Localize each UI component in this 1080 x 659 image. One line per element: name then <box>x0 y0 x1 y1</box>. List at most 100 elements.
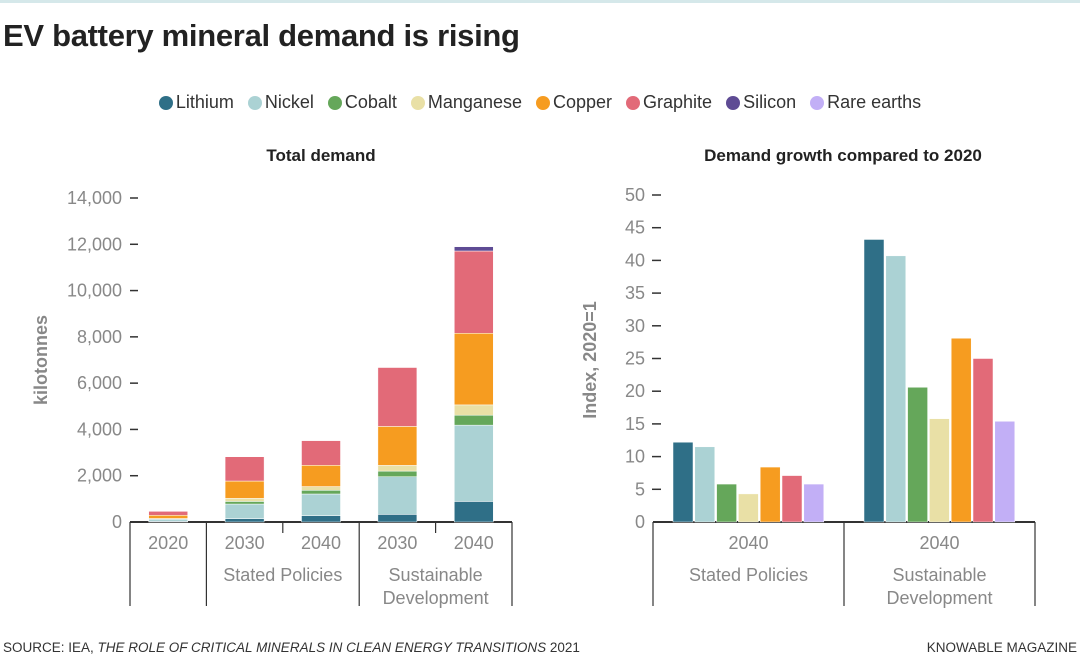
bar-segment-nickel <box>377 476 418 515</box>
bar-segment-copper <box>301 465 341 487</box>
bar-manganese <box>929 418 950 523</box>
bar-rare-earths <box>994 421 1016 523</box>
bar-graphite <box>781 475 803 523</box>
y-tick-label: 15 <box>625 414 645 434</box>
source-note: SOURCE: IEA, THE ROLE OF CRITICAL MINERA… <box>3 640 580 655</box>
bar-segment-manganese <box>224 498 265 502</box>
group-label: Sustainable <box>389 565 483 585</box>
legend-label: Lithium <box>175 92 234 112</box>
bar-segment-graphite <box>148 511 188 516</box>
legend-swatch <box>726 95 741 110</box>
bar-segment-lithium <box>377 514 418 523</box>
bar-segment-lithium <box>454 501 494 523</box>
bar-segment-graphite <box>301 440 341 466</box>
bar-segment-copper <box>377 426 418 466</box>
group-label: Sustainable <box>892 565 986 585</box>
legend-item-rare-earths: Rare earths <box>810 92 921 113</box>
legend-swatch <box>247 95 262 110</box>
legend-label: Manganese <box>427 92 522 112</box>
bar-segment-manganese <box>377 465 418 472</box>
bar-segment-copper <box>148 515 188 519</box>
source-prefix: SOURCE: IEA, <box>3 640 98 655</box>
bar-copper <box>950 337 972 523</box>
legend-swatch <box>535 95 550 110</box>
x-tick-label: 2030 <box>377 533 417 553</box>
source-title: THE ROLE OF CRITICAL MINERALS IN CLEAN E… <box>97 640 547 655</box>
chart-title: EV battery mineral demand is rising <box>3 18 520 53</box>
y-tick-label: 25 <box>625 349 645 369</box>
legend-swatch <box>158 95 173 110</box>
y-tick-label: 0 <box>635 512 645 532</box>
y-tick-label: 12,000 <box>67 234 122 254</box>
y-tick-label: 5 <box>635 479 645 499</box>
y-tick-label: 20 <box>625 381 645 401</box>
bar-copper <box>759 466 781 523</box>
y-tick-label: 10,000 <box>67 281 122 301</box>
legend-item-manganese: Manganese <box>410 92 522 113</box>
bar-segment-cobalt <box>301 490 341 495</box>
bar-segment-manganese <box>454 404 494 416</box>
legend-label: Rare earths <box>827 92 922 112</box>
legend-item-lithium: Lithium <box>158 92 234 113</box>
left-y-axis-label: kilotonnes <box>31 315 51 405</box>
group-label: Stated Policies <box>223 565 342 585</box>
x-tick-label: 2020 <box>148 533 188 553</box>
legend-swatch <box>810 95 825 110</box>
bar-cobalt <box>716 483 737 523</box>
legend-swatch <box>410 95 425 110</box>
y-tick-label: 4,000 <box>77 419 122 439</box>
group-label: Development <box>886 588 992 608</box>
bar-nickel <box>694 446 716 523</box>
y-tick-label: 14,000 <box>67 188 122 208</box>
y-tick-label: 10 <box>625 447 645 467</box>
bar-segment-graphite <box>454 250 494 334</box>
legend-label: Nickel <box>264 92 314 112</box>
bar-segment-lithium <box>224 518 265 523</box>
bar-lithium <box>863 239 885 523</box>
legend-item-silicon: Silicon <box>726 92 796 113</box>
legend-label: Silicon <box>743 92 797 112</box>
y-tick-label: 6,000 <box>77 373 122 393</box>
bar-segment-graphite <box>224 456 265 482</box>
group-label: Stated Policies <box>689 565 808 585</box>
legend-label: Copper <box>552 92 613 112</box>
bar-segment-silicon <box>454 246 494 252</box>
y-tick-label: 30 <box>625 316 645 336</box>
bar-segment-cobalt <box>224 501 265 505</box>
y-tick-label: 50 <box>625 185 645 205</box>
x-tick-label: 2040 <box>454 533 494 553</box>
legend-item-cobalt: Cobalt <box>327 92 397 113</box>
y-tick-label: 8,000 <box>77 327 122 347</box>
legend-label: Graphite <box>643 92 713 112</box>
left-chart-title: Total demand <box>266 146 375 165</box>
bar-rare-earths <box>803 483 825 523</box>
bar-segment-copper <box>224 480 265 499</box>
bar-segment-cobalt <box>377 470 418 478</box>
bar-cobalt <box>907 387 928 523</box>
legend-item-copper: Copper <box>535 92 613 113</box>
bar-segment-nickel <box>301 493 341 516</box>
bar-segment-copper <box>454 333 494 406</box>
source-year: 2021 <box>546 640 580 655</box>
bar-lithium <box>672 441 694 523</box>
y-tick-label: 40 <box>625 250 645 270</box>
x-tick-label: 2040 <box>301 533 341 553</box>
legend: Lithium Nickel Cobalt Manganese Copper Graphi… <box>0 92 1080 113</box>
bar-segment-cobalt <box>454 414 494 426</box>
legend-label: Cobalt <box>344 92 397 112</box>
x-tick-label: 2040 <box>728 533 768 553</box>
legend-item-nickel: Nickel <box>247 92 314 113</box>
x-tick-label: 2040 <box>919 533 959 553</box>
bar-graphite <box>972 358 994 523</box>
right-y-axis-label: Index, 2020=1 <box>580 301 600 419</box>
legend-swatch <box>626 95 641 110</box>
bar-segment-nickel <box>454 424 494 502</box>
y-tick-label: 2,000 <box>77 466 122 486</box>
bar-manganese <box>738 493 759 523</box>
y-tick-label: 35 <box>625 283 645 303</box>
credit: KNOWABLE MAGAZINE <box>926 640 1077 655</box>
right-chart-title: Demand growth compared to 2020 <box>704 146 982 165</box>
x-tick-label: 2030 <box>225 533 265 553</box>
y-tick-label: 0 <box>112 512 122 532</box>
